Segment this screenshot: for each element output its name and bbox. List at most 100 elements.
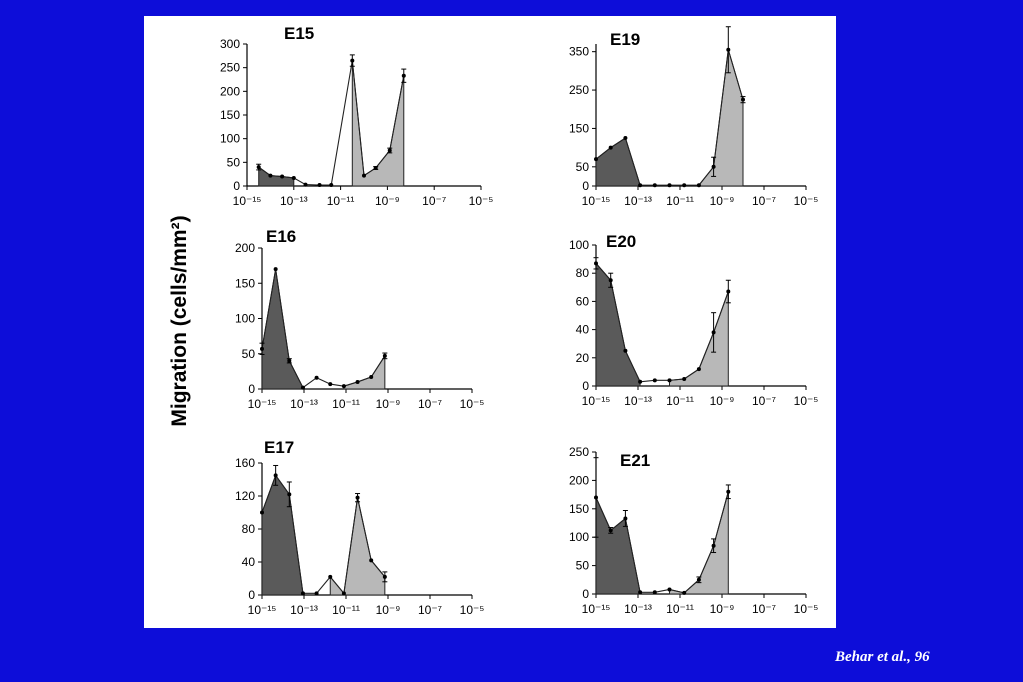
dark-area	[595, 137, 641, 187]
panel-e15: E15 0 50 100 150 200 250 300 10⁻¹⁵ 10⁻¹³ 10⁻¹¹ 10⁻⁹…	[220, 24, 493, 208]
y-tick-label: 0	[248, 382, 255, 396]
panel-title: E15	[284, 24, 314, 43]
dark-area	[261, 474, 304, 596]
data-point	[328, 382, 333, 387]
data-point	[652, 590, 657, 595]
dark-area	[261, 269, 304, 390]
data-point	[682, 183, 687, 188]
data-point	[287, 358, 292, 363]
data-point	[373, 166, 378, 171]
x-tick-label: 10⁻¹³	[624, 194, 652, 208]
y-tick-label: 250	[569, 445, 589, 459]
data-point	[291, 175, 296, 180]
data-point	[369, 558, 374, 563]
data-point	[341, 591, 346, 596]
data-point	[260, 346, 264, 351]
y-tick-label: 250	[569, 83, 589, 97]
data-point	[355, 379, 360, 384]
series-line	[261, 269, 386, 389]
y-tick-label: 150	[569, 121, 589, 135]
panel-title: E21	[620, 451, 650, 470]
panel-title: E19	[610, 30, 640, 49]
y-tick-label: 50	[576, 559, 590, 573]
panel-title: E16	[266, 227, 296, 246]
x-tick-label: 10⁻⁷	[752, 602, 776, 616]
data-point	[667, 587, 672, 592]
x-tick-label: 10⁻¹⁵	[582, 394, 611, 408]
panel-e16: E16 0 50 100 150 200 10⁻¹⁵ 10⁻¹³ 10⁻¹¹ 10⁻⁹ 10⁻⁷ 10…	[235, 227, 484, 411]
data-point	[341, 384, 346, 389]
panel-e17: E17 0 40 80 120 160 10⁻¹⁵ 10⁻¹³ 10⁻¹¹ 10⁻⁹ 10⁻⁷ 10⁻…	[235, 438, 484, 617]
y-tick-label: 80	[242, 522, 256, 536]
y-tick-label: 200	[235, 241, 255, 255]
panel-title: E17	[264, 438, 294, 457]
x-tick-label: 10⁻¹¹	[332, 603, 360, 617]
data-point	[350, 58, 355, 63]
y-tick-label: 20	[576, 351, 590, 365]
data-point	[401, 73, 406, 78]
y-tick-label: 160	[235, 456, 255, 470]
data-point	[741, 97, 745, 102]
x-tick-label: 10⁻¹⁵	[233, 194, 262, 208]
data-point	[273, 473, 278, 478]
data-point	[623, 348, 628, 353]
data-point	[362, 173, 366, 178]
data-point	[711, 543, 716, 548]
citation: Behar et al., 96	[835, 649, 930, 665]
y-tick-label: 150	[220, 108, 240, 122]
x-tick-label: 10⁻¹¹	[666, 602, 694, 616]
x-tick-label: 10⁻⁵	[794, 194, 819, 208]
data-point	[387, 148, 392, 153]
x-tick-label: 10⁻¹¹	[327, 194, 355, 208]
x-tick-label: 10⁻⁷	[752, 194, 776, 208]
data-point	[594, 261, 598, 266]
y-tick-label: 0	[582, 379, 589, 393]
y-tick-label: 100	[569, 238, 589, 252]
data-point	[652, 378, 657, 383]
x-tick-label: 10⁻¹³	[290, 603, 318, 617]
data-point	[303, 182, 308, 187]
series-line	[261, 474, 386, 595]
panel-e20: E20 0 20 40 60 80 100 10⁻¹⁵ 10⁻¹³ 10⁻¹¹ 10⁻⁹ 10⁻⁷ 10…	[569, 232, 818, 408]
y-tick-label: 50	[227, 155, 241, 169]
panel-e21: E21 0 50 100 150 200 250 10⁻¹⁵ 10⁻¹³ 10⁻¹¹ 10⁻⁹ 10⁻…	[569, 445, 818, 616]
y-tick-label: 80	[576, 266, 590, 280]
data-point	[300, 591, 305, 596]
x-tick-label: 10⁻⁷	[422, 194, 446, 208]
y-tick-label: 40	[242, 555, 256, 569]
data-point	[268, 173, 273, 178]
data-point	[667, 378, 672, 383]
data-point	[317, 183, 322, 188]
x-tick-label: 10⁻⁹	[376, 397, 401, 411]
data-point	[314, 591, 319, 596]
data-point	[696, 577, 701, 582]
data-point	[623, 136, 628, 141]
data-point	[652, 183, 657, 188]
data-point	[638, 590, 643, 595]
light-area	[698, 49, 744, 187]
x-tick-label: 10⁻⁹	[710, 602, 735, 616]
x-tick-label: 10⁻¹⁵	[248, 603, 277, 617]
x-tick-label: 10⁻⁹	[376, 603, 401, 617]
x-tick-label: 10⁻¹¹	[666, 194, 694, 208]
y-tick-label: 100	[220, 132, 240, 146]
x-tick-label: 10⁻⁷	[752, 394, 776, 408]
data-point	[726, 47, 731, 52]
data-point	[273, 267, 278, 272]
data-point	[369, 375, 374, 380]
data-point	[314, 375, 319, 380]
x-tick-label: 10⁻⁷	[418, 603, 442, 617]
y-tick-label: 50	[242, 347, 256, 361]
x-tick-label: 10⁻⁷	[418, 397, 442, 411]
figure-panel: Migration (cells/mm²) E15 0 50 100 150 200 250…	[144, 16, 836, 628]
light-area	[351, 60, 405, 187]
y-tick-label: 150	[235, 276, 255, 290]
x-tick-label: 10⁻⁵	[460, 397, 485, 411]
data-point	[608, 278, 613, 283]
x-tick-label: 10⁻¹³	[624, 394, 652, 408]
data-point	[726, 289, 731, 294]
x-tick-label: 10⁻¹⁵	[582, 194, 611, 208]
y-axis-label: Migration (cells/mm²)	[168, 215, 191, 426]
data-point	[711, 330, 716, 335]
panel-title: E20	[606, 232, 636, 251]
